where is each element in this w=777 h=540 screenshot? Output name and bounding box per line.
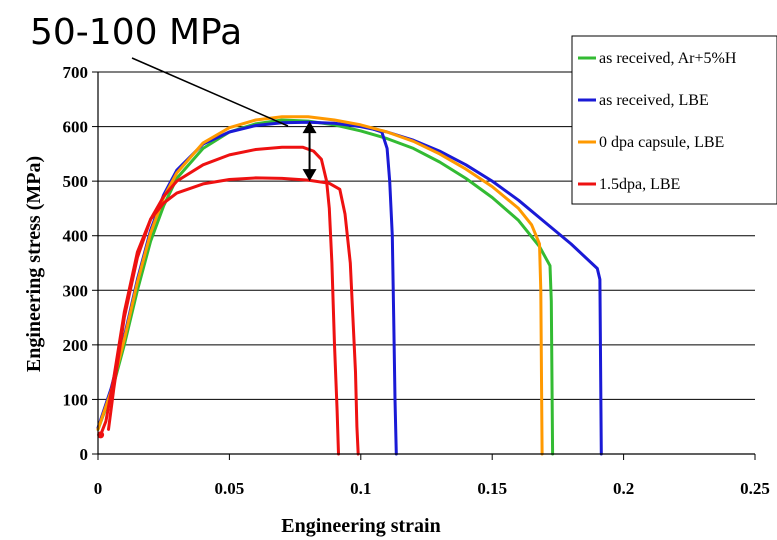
gridlines	[98, 71, 755, 400]
y-tick-label: 300	[63, 281, 89, 300]
series-line	[107, 145, 340, 456]
annotation-label: 50-100 MPa	[30, 12, 242, 53]
legend-box	[571, 35, 777, 205]
y-tick-label: 700	[63, 63, 89, 82]
legend-label: 1.5dpa, LBE	[599, 176, 680, 193]
x-tick-label: 0.05	[215, 479, 245, 498]
range-arrow-head-up	[302, 121, 317, 134]
legend-label: as received, LBE	[599, 92, 709, 109]
annotation-pointer	[131, 57, 289, 127]
range-arrow-head-down	[302, 169, 317, 182]
tick-labels: 0 100 200 300 400 500 600 700 0 0.05 0.1 0.15 0.2 0.2…	[63, 63, 770, 498]
x-tick-label: 0.1	[350, 479, 371, 498]
series-line	[96, 115, 544, 456]
series-line	[96, 120, 603, 456]
x-tick-label: 0	[94, 479, 103, 498]
y-tick-label: 600	[63, 118, 89, 137]
x-tick-label: 0.2	[613, 479, 634, 498]
axes	[92, 71, 756, 460]
y-tick-label: 400	[63, 227, 89, 246]
series-line	[99, 176, 360, 456]
y-tick-label: 200	[63, 336, 89, 355]
x-tick-label: 0.25	[740, 479, 770, 498]
legend-label: 0 dpa capsule, LBE	[599, 134, 724, 151]
series-group	[96, 115, 603, 456]
y-axis-title: Engineering stress (MPa)	[23, 156, 45, 372]
y-tick-label: 0	[80, 445, 89, 464]
series-start-point	[97, 431, 105, 439]
legend: as received, Ar+5%H as received, LBE 0 dpa…	[571, 35, 777, 205]
y-tick-label: 500	[63, 172, 89, 191]
annotation: 50-100 MPa	[30, 12, 317, 182]
y-tick-label: 100	[63, 390, 89, 409]
x-tick-label: 0.15	[477, 479, 507, 498]
legend-label: as received, Ar+5%H	[599, 50, 737, 67]
series-line	[372, 127, 398, 456]
x-axis-title: Engineering strain	[281, 515, 440, 537]
